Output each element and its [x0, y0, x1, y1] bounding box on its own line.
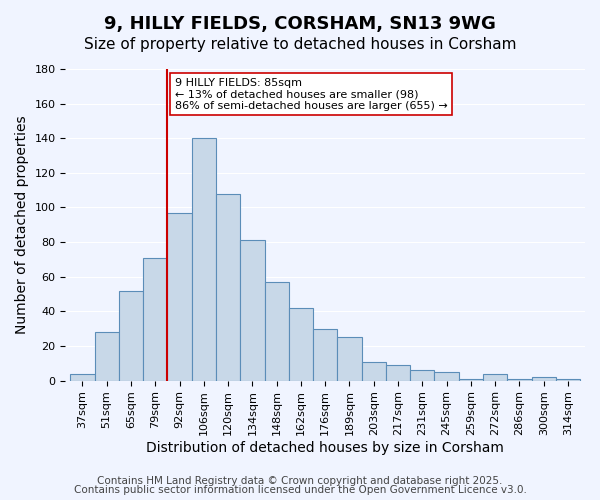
Bar [216, 194, 240, 380]
Bar [410, 370, 434, 380]
Bar [337, 338, 362, 380]
Bar [70, 374, 95, 380]
Text: 9, HILLY FIELDS, CORSHAM, SN13 9WG: 9, HILLY FIELDS, CORSHAM, SN13 9WG [104, 15, 496, 33]
Bar [289, 308, 313, 380]
X-axis label: Distribution of detached houses by size in Corsham: Distribution of detached houses by size … [146, 441, 504, 455]
Bar [119, 290, 143, 380]
Bar [362, 362, 386, 380]
Bar [167, 212, 191, 380]
Bar [313, 328, 337, 380]
Bar [556, 379, 580, 380]
Bar [532, 377, 556, 380]
Bar [483, 374, 508, 380]
Bar [95, 332, 119, 380]
Bar [143, 258, 167, 380]
Text: 9 HILLY FIELDS: 85sqm
← 13% of detached houses are smaller (98)
86% of semi-deta: 9 HILLY FIELDS: 85sqm ← 13% of detached … [175, 78, 448, 111]
Bar [459, 379, 483, 380]
Bar [191, 138, 216, 380]
Bar [240, 240, 265, 380]
Bar [386, 365, 410, 380]
Text: Size of property relative to detached houses in Corsham: Size of property relative to detached ho… [84, 38, 516, 52]
Bar [434, 372, 459, 380]
Y-axis label: Number of detached properties: Number of detached properties [15, 116, 29, 334]
Bar [265, 282, 289, 380]
Text: Contains public sector information licensed under the Open Government Licence v3: Contains public sector information licen… [74, 485, 526, 495]
Text: Contains HM Land Registry data © Crown copyright and database right 2025.: Contains HM Land Registry data © Crown c… [97, 476, 503, 486]
Bar [508, 379, 532, 380]
